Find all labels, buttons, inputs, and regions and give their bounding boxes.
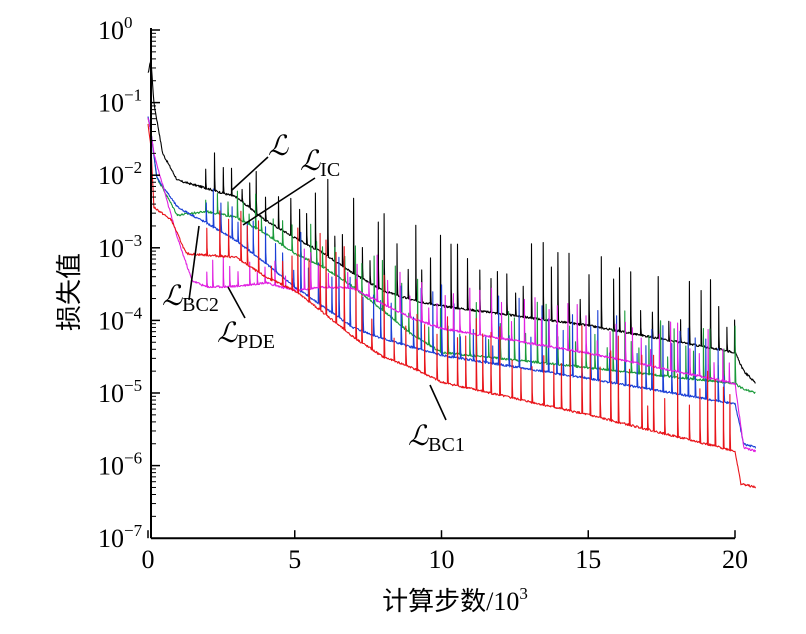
series-line-l-bc1 xyxy=(147,124,757,489)
annotation-L-PDE: ℒPDE xyxy=(217,286,275,353)
y-tick-label: 10−6 xyxy=(98,449,142,481)
y-tick-label: 10−3 xyxy=(98,231,142,263)
y-tick-label: 10−4 xyxy=(98,303,143,335)
x-tick-label: 5 xyxy=(288,545,301,574)
x-axis-label: 计算步数/103 xyxy=(382,584,528,616)
svg-text:ℒ: ℒ xyxy=(268,131,289,162)
series-layer xyxy=(147,58,757,489)
y-tick-label: 10−1 xyxy=(98,86,142,118)
x-tick-label: 0 xyxy=(142,545,155,574)
x-tick-label: 15 xyxy=(575,545,601,574)
series-line-l-bc2 xyxy=(147,116,757,449)
x-tick-label: 10 xyxy=(429,545,455,574)
y-tick-label: 10−2 xyxy=(98,158,142,190)
x-tick-label: 20 xyxy=(722,545,748,574)
y-tick-label: 100 xyxy=(98,13,133,45)
annotation-L-IC: ℒIC xyxy=(242,146,340,226)
axes: 100 10−1 10−2 10−3 10−4 10−5 10−6 10−70 5 10 15 20 xyxy=(98,13,748,574)
svg-text:ℒBC1: ℒBC1 xyxy=(408,421,465,456)
svg-text:ℒPDE: ℒPDE xyxy=(217,318,275,353)
annotation-L: ℒ xyxy=(231,131,289,191)
svg-text:ℒIC: ℒIC xyxy=(300,146,340,181)
svg-text:ℒBC2: ℒBC2 xyxy=(162,281,219,316)
annotation-L-BC1: ℒBC1 xyxy=(408,384,465,456)
y-tick-label: 10−7 xyxy=(98,521,143,553)
annotation-L-BC2: ℒBC2 xyxy=(162,225,219,316)
y-tick-label: 10−5 xyxy=(98,376,142,408)
y-axis-label: 损失值 xyxy=(55,253,84,331)
